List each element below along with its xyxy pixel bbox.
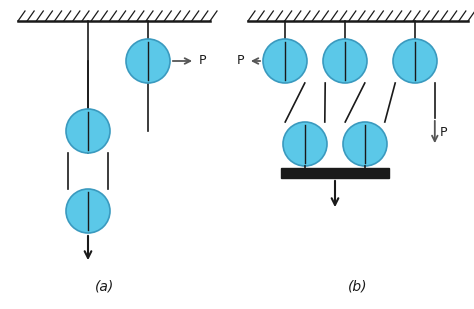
Text: P: P bbox=[440, 125, 447, 138]
Circle shape bbox=[283, 122, 327, 166]
Circle shape bbox=[393, 39, 437, 83]
Bar bbox=[281, 168, 389, 178]
Text: (a): (a) bbox=[95, 280, 115, 294]
Text: P: P bbox=[237, 54, 244, 67]
Circle shape bbox=[343, 122, 387, 166]
Circle shape bbox=[66, 109, 110, 153]
Circle shape bbox=[66, 189, 110, 233]
Circle shape bbox=[323, 39, 367, 83]
Text: P: P bbox=[199, 54, 207, 67]
Circle shape bbox=[263, 39, 307, 83]
Text: (b): (b) bbox=[348, 280, 368, 294]
Circle shape bbox=[126, 39, 170, 83]
